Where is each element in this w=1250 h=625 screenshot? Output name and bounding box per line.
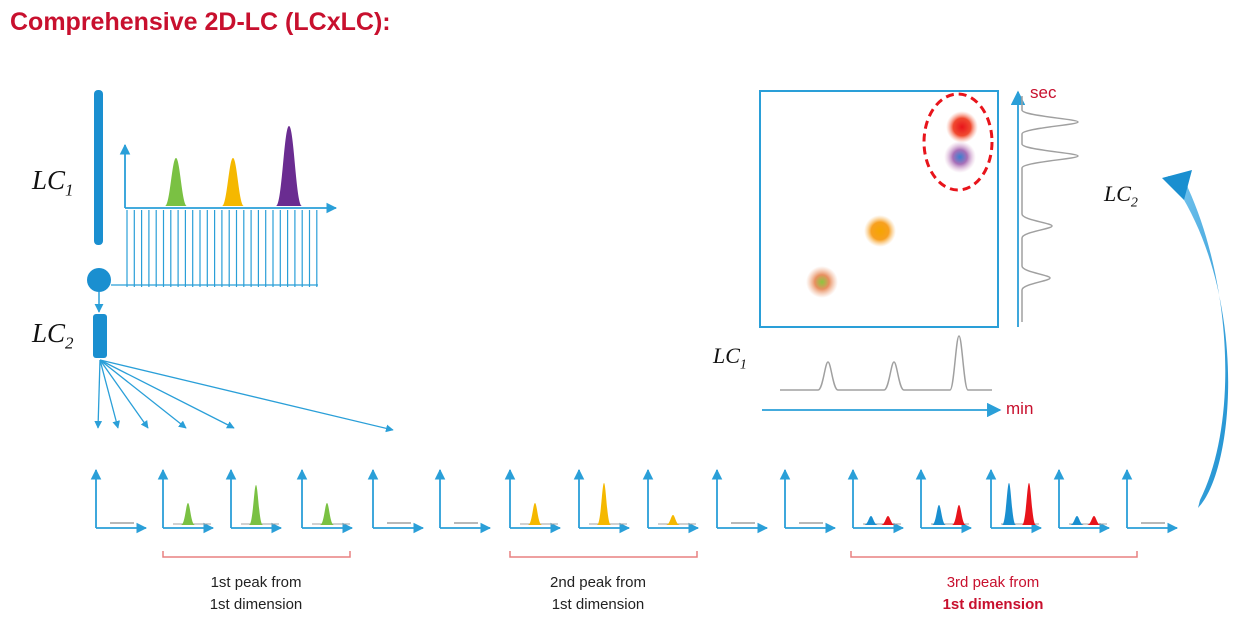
peak-1 [864, 516, 878, 525]
lc2-panel-3 [225, 468, 283, 534]
page-title: Comprehensive 2D-LC (LCxLC): [10, 8, 391, 36]
peak-2 [881, 516, 895, 525]
valve-icon [87, 268, 111, 292]
lc2-chromatogram-strip [90, 468, 1179, 534]
peak-1 [528, 503, 542, 525]
lc1-peak-yellow [222, 158, 244, 206]
group-label-1: 1st peak from 1st dimension [209, 574, 303, 613]
lc2-panel-11 [779, 468, 837, 534]
lc2-panel-14 [985, 468, 1043, 534]
peak-1 [666, 515, 680, 525]
lc2-panel-2 [157, 468, 215, 534]
spot-red [946, 111, 978, 143]
lc2-panel-6 [434, 468, 492, 534]
lc2-panel-13 [915, 468, 973, 534]
peak-2 [952, 505, 966, 525]
peak-1 [1002, 483, 1016, 525]
lc2-trace [1021, 96, 1079, 322]
lc2-panel-10 [711, 468, 769, 534]
bracket-group-1 [162, 551, 351, 558]
highlight-ellipse [922, 92, 994, 192]
curved-return-arrow-icon [1168, 176, 1229, 508]
lc2-label-plot: LC2 [1104, 181, 1138, 211]
peak-1 [249, 485, 263, 525]
bracket-group-3 [850, 551, 1138, 558]
lc2-panel-15 [1053, 468, 1111, 534]
lc2-panel-1 [90, 468, 148, 534]
peak-1 [1070, 516, 1084, 525]
lc2-label-left: LC2 [32, 318, 74, 353]
lc1-label-plot: LC1 [713, 343, 747, 373]
peak-2 [1022, 483, 1036, 525]
y-axis-unit: sec [1030, 83, 1057, 102]
lc1-trace [780, 335, 992, 391]
lc1-peak-green [165, 158, 187, 206]
curved-return-arrowhead [1162, 170, 1192, 200]
lc2-panel-5 [367, 468, 425, 534]
lc2-panel-7 [504, 468, 562, 534]
spot-green [806, 266, 838, 298]
lc2-panel-16 [1121, 468, 1179, 534]
x-axis-unit: min [1006, 399, 1034, 418]
lc2-panel-8 [573, 468, 631, 534]
group-brackets [162, 551, 1138, 558]
lc2-panel-4 [296, 468, 354, 534]
bracket-group-2 [509, 551, 698, 558]
spot-orange [864, 215, 896, 247]
lc2-panel-9 [642, 468, 700, 534]
fraction-lines [126, 210, 318, 287]
peak-1 [932, 505, 946, 525]
peak-1 [181, 503, 195, 525]
group-label-2: 2nd peak from 1st dimension [550, 574, 646, 613]
peak-2 [1087, 516, 1101, 525]
lc1-peak-purple [276, 126, 302, 206]
transfer-arrows [94, 359, 394, 433]
lc1-chromatogram [119, 126, 338, 287]
lc1-label-left: LC1 [32, 165, 74, 200]
group-label-3: 3rd peak from 1st dimension [942, 574, 1044, 613]
contour-plot [759, 90, 1079, 418]
lc2-column-icon [93, 314, 107, 358]
spot-purple [944, 141, 976, 173]
lc2-panel-12 [847, 468, 905, 534]
lc1-column-icon [94, 90, 103, 245]
peak-1 [320, 503, 334, 525]
peak-1 [597, 483, 611, 525]
